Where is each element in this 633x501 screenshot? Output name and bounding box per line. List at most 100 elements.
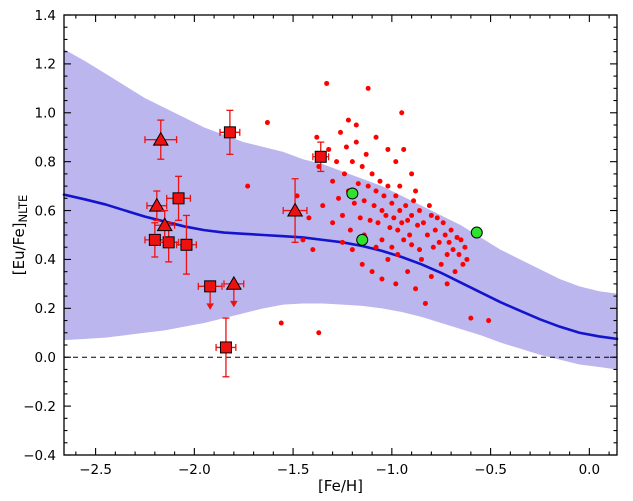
- red-dot: [454, 234, 460, 240]
- red-dot: [349, 159, 355, 165]
- red-dot: [450, 247, 456, 253]
- red-dot: [379, 276, 385, 282]
- red-dot: [369, 171, 375, 177]
- red-dot: [385, 146, 391, 152]
- red-dot: [413, 188, 419, 194]
- red-dot: [343, 144, 349, 150]
- red-dot: [306, 215, 312, 221]
- square-marker: [223, 126, 236, 139]
- red-dot: [417, 208, 422, 214]
- red-dot: [407, 232, 413, 238]
- red-dot: [264, 120, 270, 126]
- x-tick-label: −1.5: [277, 462, 310, 478]
- red-dot: [460, 261, 466, 267]
- red-dot: [417, 247, 422, 253]
- triangle-marker: [148, 197, 165, 212]
- red-dot: [371, 203, 377, 209]
- square-marker: [172, 192, 185, 205]
- red-dot: [359, 261, 365, 267]
- red-dot: [363, 151, 369, 157]
- red-dot: [415, 222, 421, 228]
- red-dot: [438, 261, 444, 267]
- red-dot: [355, 181, 361, 187]
- red-dot: [351, 200, 357, 206]
- red-dot: [336, 195, 342, 201]
- red-dot: [458, 237, 464, 243]
- red-dot: [387, 225, 393, 231]
- red-dot: [393, 193, 399, 199]
- red-dot: [379, 208, 385, 214]
- red-dot: [324, 80, 330, 86]
- x-tick-label: −2.5: [79, 462, 112, 478]
- y-tick-label: 0.0: [35, 350, 56, 366]
- red-dot: [430, 244, 436, 250]
- red-triangle-series: [144, 119, 308, 308]
- red-dot: [399, 220, 405, 226]
- square-marker: [148, 233, 161, 246]
- x-tick-label: −0.5: [474, 462, 507, 478]
- red-dot: [330, 220, 336, 226]
- red-dot: [345, 117, 351, 123]
- red-dot: [385, 256, 391, 262]
- red-dot: [357, 215, 363, 221]
- red-dot: [334, 159, 340, 165]
- red-dot: [389, 200, 395, 206]
- x-tick-label: −2.0: [178, 462, 211, 478]
- red-dot: [393, 159, 399, 165]
- x-axis-label: [Fe/H]: [317, 477, 364, 495]
- green-circle-marker: [346, 187, 359, 200]
- red-dot: [278, 320, 284, 326]
- red-dot: [399, 110, 405, 116]
- red-dot: [367, 217, 373, 223]
- red-dot: [409, 171, 415, 177]
- y-tick-label: 0.8: [35, 154, 56, 170]
- red-dot: [349, 247, 355, 253]
- red-dot: [316, 164, 322, 170]
- red-dot: [330, 178, 336, 184]
- red-dot: [353, 139, 359, 145]
- y-tick-label: 1.4: [35, 8, 56, 24]
- red-dot: [314, 134, 320, 140]
- red-dot: [338, 129, 343, 135]
- red-dot: [424, 232, 430, 238]
- red-dot: [413, 286, 419, 292]
- red-dot: [347, 227, 353, 233]
- y-axis-label-base: [Eu/Fe]: [10, 222, 28, 276]
- axis-ticks: [64, 14, 617, 456]
- red-dot: [294, 193, 300, 199]
- red-dot: [444, 281, 450, 287]
- red-dot: [391, 215, 397, 221]
- red-dot: [448, 227, 454, 233]
- red-dot: [326, 146, 332, 152]
- red-dot: [339, 212, 345, 218]
- red-dot: [393, 281, 399, 287]
- square-marker: [314, 150, 327, 163]
- red-dot: [446, 239, 452, 245]
- y-tick-label: 0.2: [35, 301, 56, 317]
- red-dot: [428, 212, 434, 218]
- red-dot: [389, 244, 395, 250]
- red-dot: [405, 269, 411, 275]
- y-tick-label: 1.2: [35, 57, 56, 73]
- red-dot: [381, 193, 387, 199]
- red-dot: [383, 212, 389, 218]
- red-dot: [245, 183, 251, 189]
- red-dot: [434, 215, 440, 221]
- red-dot: [456, 252, 462, 258]
- red-dot: [353, 122, 359, 128]
- y-tick-label: −0.4: [23, 448, 56, 464]
- red-dot: [377, 178, 383, 184]
- triangle-marker: [152, 131, 169, 146]
- upper-limit-arrow-head: [230, 300, 238, 308]
- y-tick-label: 0.6: [35, 203, 56, 219]
- red-dot: [464, 256, 470, 262]
- red-dot: [379, 237, 385, 243]
- red-dot: [373, 188, 379, 194]
- y-axis-label: [Eu/Fe]NLTE: [10, 15, 30, 455]
- red-dot: [395, 252, 401, 258]
- red-dot: [418, 256, 424, 262]
- red-dot: [409, 212, 415, 218]
- red-dot: [316, 330, 322, 336]
